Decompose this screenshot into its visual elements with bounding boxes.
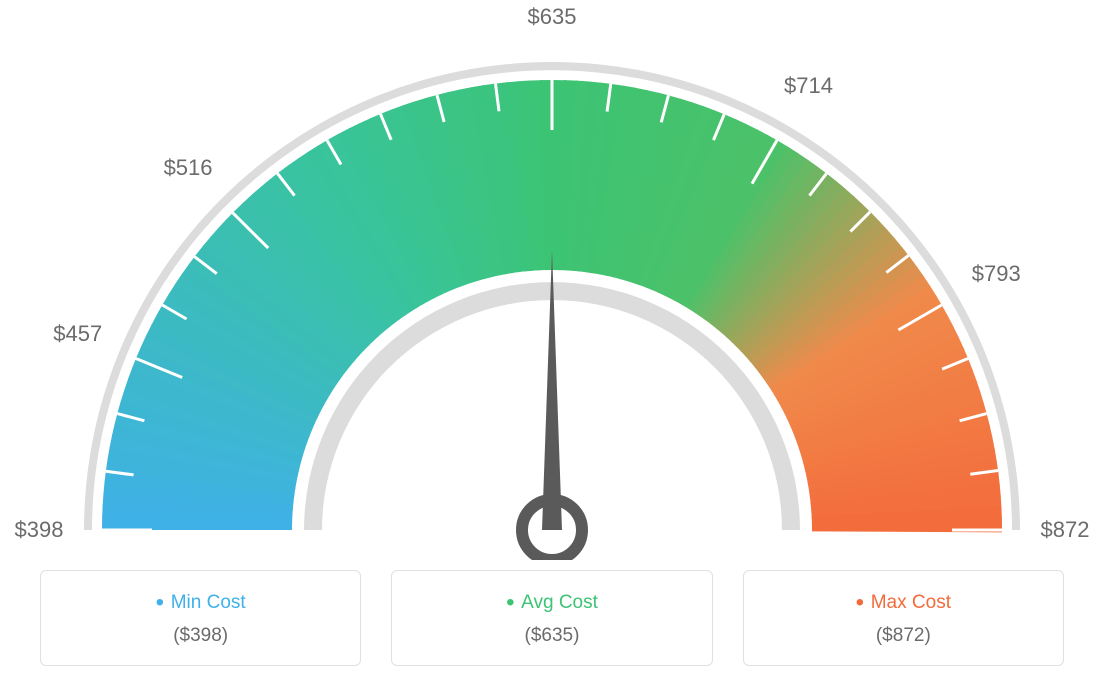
gauge-tick-label: $457 [53, 321, 102, 347]
gauge-tick-label: $516 [164, 155, 213, 181]
legend-max-title: Max Cost [764, 589, 1043, 617]
gauge-tick-label: $398 [15, 517, 64, 543]
legend-min-title: Min Cost [61, 589, 340, 617]
gauge-tick-label: $872 [1041, 517, 1090, 543]
gauge-svg [0, 0, 1104, 560]
gauge-tick-label: $793 [972, 261, 1021, 287]
legend-avg-title: Avg Cost [412, 589, 691, 617]
legend-min-value: ($398) [61, 625, 340, 647]
legend-max-value: ($872) [764, 625, 1043, 647]
legend-max-cost: Max Cost ($872) [743, 570, 1064, 666]
cost-gauge-chart: $398 $457 $516 $635 $714 $793 $872 [0, 0, 1104, 560]
legend-avg-value: ($635) [412, 625, 691, 647]
legend-avg-cost: Avg Cost ($635) [391, 570, 712, 666]
gauge-tick-label: $635 [528, 4, 577, 30]
legend-row: Min Cost ($398) Avg Cost ($635) Max Cost… [0, 570, 1104, 666]
gauge-tick-label: $714 [784, 73, 833, 99]
legend-min-cost: Min Cost ($398) [40, 570, 361, 666]
